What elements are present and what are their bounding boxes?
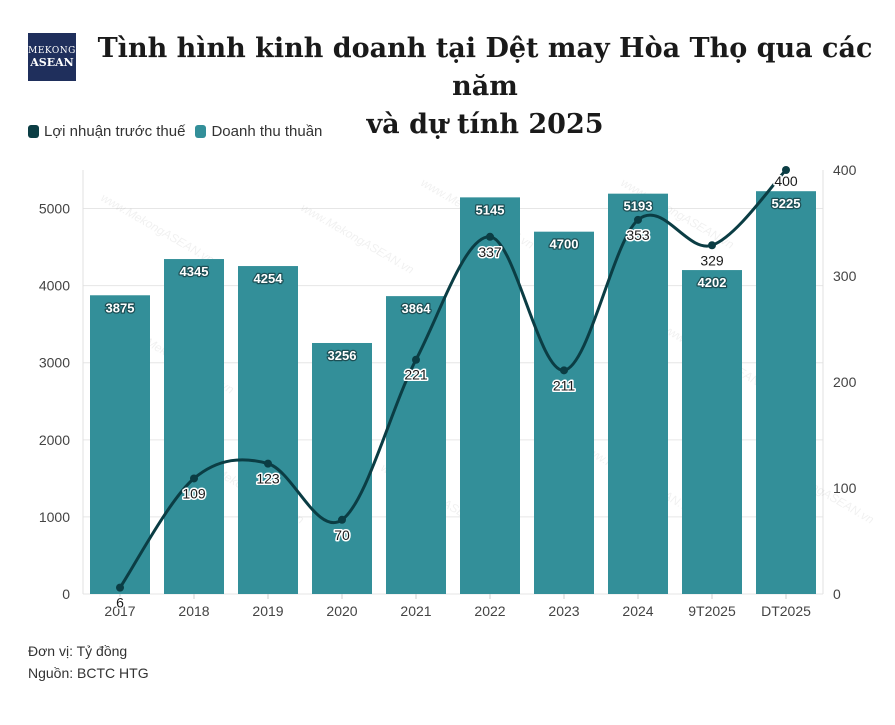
y-left-tick-label: 1000	[39, 509, 70, 525]
watermark-text: www.MekongASEAN.vn	[299, 200, 417, 276]
chart-title-line1: Tình hình kinh doanh tại Dệt may Hòa Thọ…	[97, 33, 873, 102]
chart-footer: Đơn vị: Tỷ đồng Nguồn: BCTC HTG	[28, 640, 149, 684]
watermark-text: www.MekongASEAN.vn	[99, 190, 217, 266]
profit-value-label: 221	[404, 367, 428, 383]
legend-label-revenue: Doanh thu thuần	[211, 123, 323, 140]
revenue-value-label: 5225	[772, 196, 801, 211]
profit-point	[338, 515, 346, 524]
revenue-bar	[312, 342, 372, 594]
y-left-tick-label: 4000	[39, 278, 70, 294]
y-right-tick-label: 300	[833, 268, 857, 284]
revenue-value-label: 3875	[106, 300, 135, 315]
y-right-tick-label: 0	[833, 586, 841, 602]
x-tick-label: 2018	[178, 603, 209, 619]
revenue-bar	[608, 193, 668, 594]
revenue-value-label: 3256	[328, 348, 357, 363]
revenue-bar	[756, 191, 816, 594]
profit-value-label: 353	[626, 227, 650, 243]
legend-swatch-profit	[28, 125, 39, 138]
chart-title-line2: và dự tính 2025	[366, 109, 604, 140]
profit-line	[118, 168, 788, 589]
revenue-value-label: 4254	[254, 271, 284, 286]
logo-line2: ASEAN	[30, 55, 74, 69]
legend-swatch-revenue	[195, 125, 207, 138]
x-tick-label: 2017	[104, 603, 135, 619]
revenue-bar	[386, 296, 446, 594]
x-tick-label: DT2025	[761, 603, 811, 619]
x-tick-label: 2020	[326, 603, 357, 619]
profit-value-label: 400	[774, 173, 798, 189]
revenue-value-label: 4345	[180, 264, 209, 279]
y-left-tick-label: 2000	[39, 432, 70, 448]
legend-label-profit: Lợi nhuận trước thuế	[44, 123, 186, 140]
profit-value-label: 211	[553, 377, 576, 393]
profit-value-label: 70	[334, 527, 350, 543]
revenue-bar	[534, 231, 594, 594]
profit-point	[412, 355, 420, 364]
revenue-value-label: 3864	[402, 301, 432, 316]
unit-note: Đơn vị: Tỷ đồng	[28, 643, 128, 659]
profit-point	[264, 459, 272, 468]
revenue-value-label: 5145	[476, 202, 505, 217]
profit-point	[782, 166, 790, 174]
revenue-value-label: 5193	[624, 199, 653, 214]
profit-value-label: 109	[182, 485, 206, 501]
y-right-tick-label: 200	[833, 374, 857, 390]
x-tick-label: 2024	[622, 603, 653, 619]
profit-value-label: 123	[256, 471, 280, 487]
profit-point	[486, 232, 494, 241]
profit-point	[190, 474, 198, 483]
chart-legend: Lợi nhuận trước thuế Doanh thu thuần	[28, 123, 332, 140]
y-right-tick-label: 400	[833, 162, 857, 178]
revenue-bar	[682, 270, 742, 594]
profit-point	[708, 241, 716, 250]
revenue-bar	[164, 259, 224, 594]
revenue-bar	[90, 295, 150, 594]
y-right-tick-label: 100	[833, 480, 857, 496]
revenue-bar	[238, 266, 298, 594]
x-tick-label: 2023	[548, 603, 579, 619]
y-left-tick-label: 0	[62, 586, 70, 602]
logo-line1: MEKONG	[28, 45, 76, 56]
profit-point	[116, 583, 124, 592]
profit-value-label: 329	[700, 252, 724, 268]
x-tick-label: 2021	[400, 603, 431, 619]
legend-item-revenue[interactable]: Doanh thu thuần	[195, 123, 322, 140]
profit-point	[560, 366, 568, 375]
x-tick-label: 2019	[252, 603, 283, 619]
mekong-asean-logo: MEKONG ASEAN	[28, 33, 76, 81]
legend-item-profit[interactable]: Lợi nhuận trước thuế	[28, 123, 185, 140]
chart-title: Tình hình kinh doanh tại Dệt may Hòa Thọ…	[90, 30, 880, 144]
y-left-tick-label: 5000	[39, 201, 70, 217]
profit-value-label: 337	[478, 244, 502, 260]
x-tick-label: 2022	[474, 603, 505, 619]
x-tick-label: 9T2025	[688, 603, 736, 619]
profit-value-label: 6	[116, 595, 124, 611]
y-left-tick-label: 3000	[39, 355, 70, 371]
profit-point	[634, 215, 642, 224]
revenue-value-label: 4700	[550, 237, 579, 252]
source-note: Nguồn: BCTC HTG	[28, 665, 149, 681]
revenue-value-label: 4202	[698, 275, 727, 290]
